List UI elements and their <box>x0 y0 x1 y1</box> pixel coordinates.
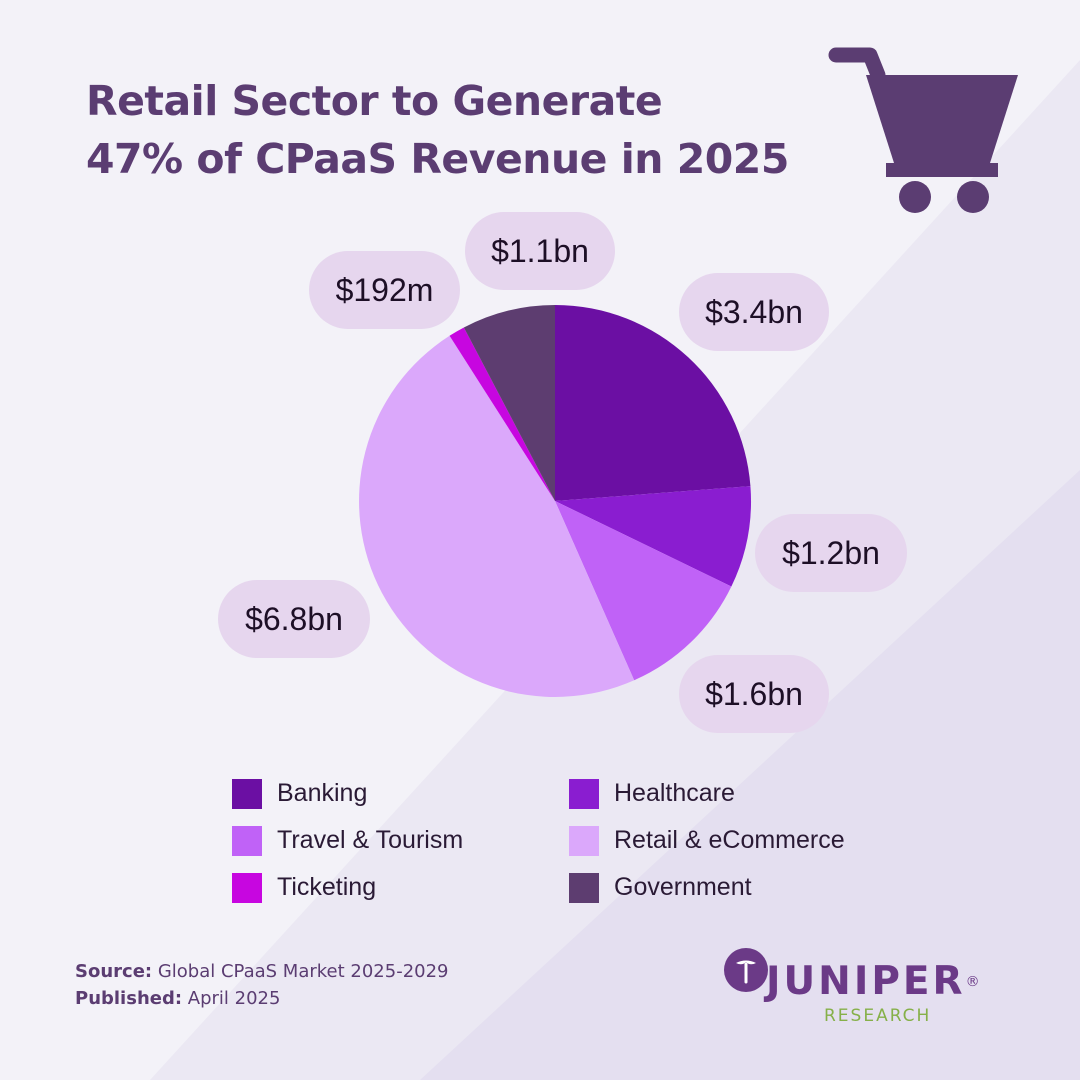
source-line: Source: Global CPaaS Market 2025-2029 <box>75 958 449 985</box>
pie-slice-retail-ecommerce <box>359 335 635 697</box>
title-line-1: Retail Sector to Generate <box>86 77 663 125</box>
value-label-ticketing: $192m <box>309 251 460 329</box>
legend-item-retail: Retail & eCommerce <box>569 825 906 856</box>
legend-label: Ticketing <box>277 873 377 901</box>
pie-chart <box>359 305 751 697</box>
value-label-banking: $3.4bn <box>679 273 829 351</box>
logo-subtitle: RESEARCH <box>824 1006 932 1026</box>
value-label-travel: $1.6bn <box>679 655 829 733</box>
legend-label: Healthcare <box>614 779 735 807</box>
source-label: Source: <box>75 961 153 982</box>
legend-swatch <box>232 872 262 903</box>
chart-title: Retail Sector to Generate 47% of CPaaS R… <box>86 72 789 188</box>
source-note: Source: Global CPaaS Market 2025-2029 Pu… <box>75 958 449 1012</box>
pie-slice-healthcare <box>555 486 751 587</box>
legend-swatch <box>569 778 599 809</box>
pie-slice-banking <box>555 305 751 501</box>
legend-swatch <box>569 825 599 856</box>
published-label: Published: <box>75 988 183 1009</box>
legend-label: Government <box>614 873 752 901</box>
pie-slice-ticketing <box>449 327 555 501</box>
shopping-cart-icon <box>828 47 1018 213</box>
logo-registered-mark: ® <box>965 974 980 990</box>
legend-swatch <box>232 778 262 809</box>
published-line: Published: April 2025 <box>75 985 449 1012</box>
legend-item-ticketing: Ticketing <box>232 872 569 903</box>
pie-slice-travel-tourism <box>555 501 732 681</box>
legend-swatch <box>232 825 262 856</box>
value-label-government: $1.1bn <box>465 212 615 290</box>
juniper-logo-mark-icon <box>724 948 768 992</box>
value-label-retail: $6.8bn <box>218 580 370 658</box>
legend-item-travel: Travel & Tourism <box>232 825 569 856</box>
legend-swatch <box>569 872 599 903</box>
legend-item-government: Government <box>569 872 906 903</box>
pie-slice-government <box>463 305 555 501</box>
legend-item-healthcare: Healthcare <box>569 778 906 809</box>
published-value: April 2025 <box>182 988 281 1009</box>
logo-wordmark: JUNIPER® <box>766 960 980 1004</box>
legend-label: Retail & eCommerce <box>614 826 845 854</box>
value-label-healthcare: $1.2bn <box>755 514 907 592</box>
juniper-research-logo: JUNIPER® RESEARCH <box>722 946 1022 1028</box>
juniper-leaf-icon <box>736 960 756 984</box>
title-line-2: 47% of CPaaS Revenue in 2025 <box>86 135 789 183</box>
chart-legend: Banking Healthcare Travel & Tourism Reta… <box>232 778 932 903</box>
legend-label: Travel & Tourism <box>277 826 464 854</box>
source-value: Global CPaaS Market 2025-2029 <box>152 961 449 982</box>
legend-item-banking: Banking <box>232 778 569 809</box>
legend-label: Banking <box>277 779 368 807</box>
logo-word: JUNIPER <box>766 959 966 1004</box>
